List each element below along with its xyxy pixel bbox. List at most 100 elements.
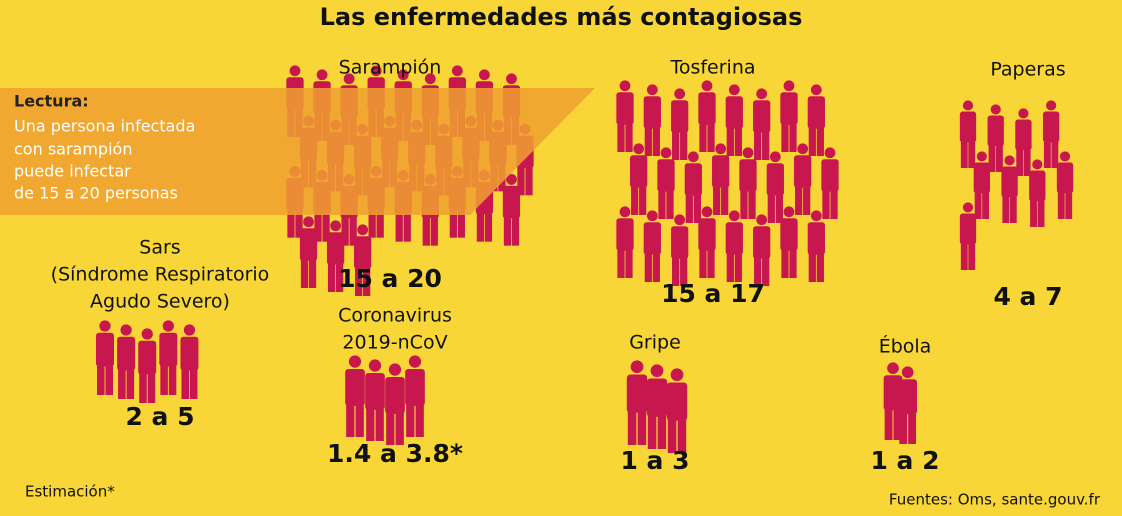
body: [630, 155, 648, 188]
body: [987, 115, 1004, 147]
leg: [644, 251, 652, 282]
leg: [449, 207, 457, 238]
head: [962, 100, 974, 111]
leg: [762, 255, 770, 286]
body: [898, 379, 918, 415]
leg: [287, 207, 295, 238]
leg: [147, 371, 156, 403]
head: [674, 214, 686, 226]
person-icon: [1042, 100, 1060, 168]
note-line: con sarampión: [14, 140, 132, 159]
person-icon: [180, 324, 199, 399]
leg: [476, 211, 485, 242]
body: [725, 96, 743, 129]
head: [990, 104, 1001, 115]
leg: [789, 247, 797, 278]
person-icon: [630, 143, 648, 215]
leg: [754, 255, 762, 286]
leg: [395, 211, 403, 242]
leg: [982, 190, 990, 219]
head: [506, 73, 517, 85]
body: [643, 96, 661, 129]
leg: [680, 129, 688, 160]
leg: [1043, 139, 1051, 168]
leg: [300, 257, 309, 288]
head: [619, 80, 631, 92]
person-icon: [725, 84, 743, 156]
body: [385, 376, 405, 414]
leg: [740, 188, 748, 219]
body: [616, 92, 634, 125]
leg: [685, 192, 693, 223]
leg: [395, 410, 404, 445]
person-icon: [807, 84, 825, 156]
head: [701, 206, 713, 218]
leg: [415, 402, 424, 437]
leg: [808, 251, 816, 282]
head: [1032, 159, 1043, 170]
leg: [734, 251, 742, 282]
head: [650, 364, 664, 378]
head: [887, 362, 899, 375]
leg: [126, 367, 135, 399]
head: [99, 320, 111, 332]
title: Las enfermedades más contagiosas: [320, 3, 803, 31]
disease-name: Coronavirus: [338, 305, 452, 327]
leg: [1023, 147, 1031, 176]
person-icon: [138, 328, 157, 403]
leg: [713, 184, 721, 215]
body: [299, 228, 318, 261]
leg: [511, 215, 520, 246]
person-icon: [1015, 108, 1032, 176]
leg: [484, 211, 493, 242]
leg: [680, 255, 688, 286]
person-icon: [712, 143, 730, 215]
leg: [816, 125, 824, 156]
body: [712, 155, 730, 188]
head: [630, 360, 644, 374]
disease-name: Agudo Severo): [90, 291, 230, 313]
body: [780, 218, 798, 251]
body: [671, 100, 689, 133]
head: [120, 324, 132, 336]
head: [388, 363, 402, 376]
leg: [346, 402, 355, 437]
head: [316, 69, 328, 81]
body: [753, 100, 771, 133]
head: [183, 324, 196, 336]
leg: [1051, 139, 1059, 168]
leg: [707, 121, 715, 152]
leg: [97, 363, 105, 395]
person-icon: [780, 206, 798, 278]
leg: [189, 367, 198, 399]
leg: [721, 184, 729, 215]
head: [687, 151, 699, 163]
person-icon: [739, 147, 757, 219]
person-icon: [959, 100, 977, 168]
head: [783, 80, 795, 92]
body: [766, 163, 784, 196]
body: [657, 159, 675, 192]
leg: [652, 251, 660, 282]
body: [794, 155, 812, 188]
head: [976, 151, 987, 162]
person-icon: [299, 216, 318, 288]
reading-banner: [0, 88, 595, 215]
leg: [1009, 194, 1017, 223]
disease-name: Ébola: [879, 335, 932, 358]
leg: [1037, 198, 1045, 227]
head: [670, 368, 684, 382]
body: [502, 185, 521, 219]
source: Fuentes: Oms, sante.gouv.fr: [889, 491, 1101, 509]
person-icon: [354, 224, 372, 296]
body: [345, 368, 365, 406]
leg: [105, 363, 113, 395]
leg: [803, 184, 811, 215]
disease-name: Tosferina: [669, 57, 755, 79]
leg: [726, 125, 734, 156]
leg: [503, 215, 512, 246]
contagion-range: 1 a 2: [870, 446, 939, 475]
head: [303, 216, 314, 228]
leg: [430, 215, 438, 246]
